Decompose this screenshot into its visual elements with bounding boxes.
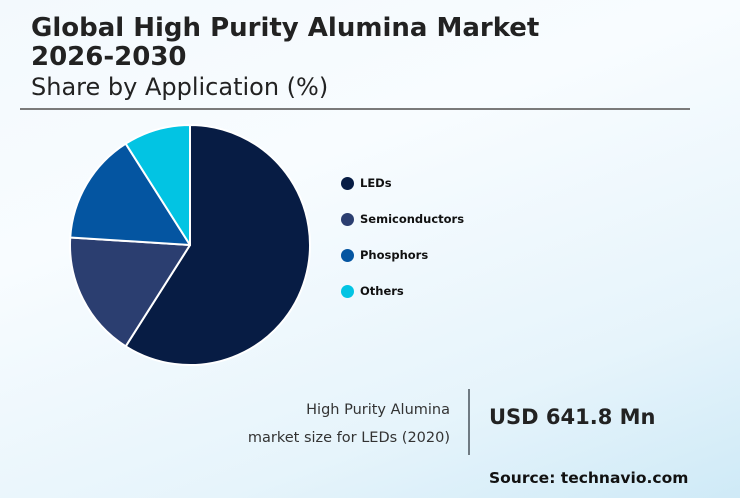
legend: LEDs Semiconductors Phosphors Others (341, 175, 464, 309)
legend-swatch-icon (341, 176, 354, 190)
legend-swatch-icon (341, 212, 354, 226)
legend-label: Others (360, 284, 404, 298)
kpi-label-line1: High Purity Alumina (306, 402, 450, 418)
title-divider (20, 108, 690, 110)
pie-slice-others (124, 124, 191, 246)
legend-item-semiconductors: Semiconductors (341, 201, 464, 237)
chart-subtitle: Share by Application (%) (31, 73, 329, 101)
legend-item-others: Others (341, 273, 464, 309)
pie-slice-semiconductors (69, 236, 191, 348)
legend-label: LEDs (360, 176, 392, 190)
chart-title: Global High Purity Alumina Market 2026-2… (31, 13, 540, 72)
legend-label: Phosphors (360, 248, 429, 262)
legend-swatch-icon (341, 248, 354, 262)
pie-slice-phosphors (69, 142, 191, 246)
source-credit: Source: technavio.com (489, 469, 689, 487)
kpi-label-line2: market size for LEDs (2020) (247, 430, 450, 446)
kpi-label: High Purity Alumina market size for LEDs… (248, 396, 450, 452)
legend-label: Semiconductors (360, 212, 465, 226)
legend-item-leds: LEDs (341, 165, 464, 201)
kpi-value: USD 641.8 Mn (489, 405, 656, 429)
pie-slice-leds (124, 124, 311, 366)
legend-item-phosphors: Phosphors (341, 237, 464, 273)
kpi-divider (468, 389, 470, 455)
legend-swatch-icon (341, 284, 354, 298)
